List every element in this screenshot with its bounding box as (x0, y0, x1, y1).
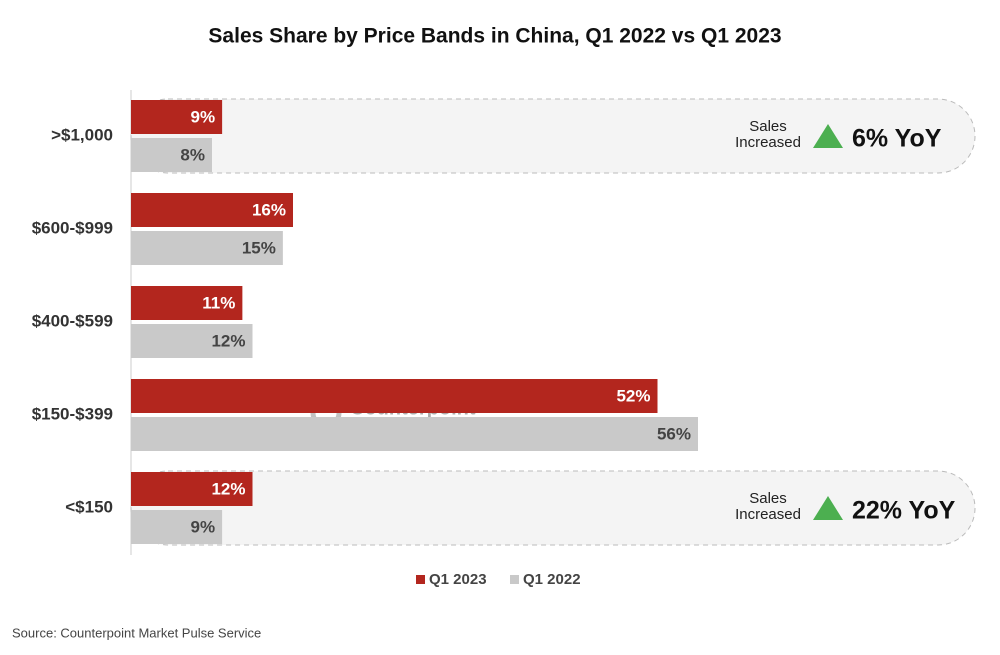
value-label: 11% (202, 293, 235, 312)
legend-label: Q1 2023 (429, 571, 487, 588)
bar (131, 286, 243, 320)
bar (131, 324, 253, 358)
y-tick-label: >$1,000 (51, 125, 113, 144)
bar (131, 100, 223, 134)
chart-title: Sales Share by Price Bands in China, Q1 … (208, 25, 781, 48)
value-label: 12% (211, 479, 245, 498)
annotation-text: Increased (735, 134, 801, 151)
legend-label: Q1 2022 (523, 571, 581, 588)
bar (131, 379, 658, 413)
value-label: 9% (191, 107, 216, 126)
y-tick-label: $400-$599 (32, 311, 113, 330)
up-triangle (813, 496, 843, 520)
annotation-highlight: 22% YoY (852, 497, 956, 525)
value-label: 12% (211, 331, 245, 350)
bar (131, 417, 698, 451)
y-tick-label: $600-$999 (32, 218, 113, 237)
value-label: 15% (242, 238, 276, 257)
annotation-pill (130, 98, 976, 174)
value-label: 52% (616, 386, 650, 405)
source: Source: Counterpoint Market Pulse Servic… (12, 625, 261, 640)
annotation-highlight: 6% YoY (852, 125, 942, 153)
bar (131, 510, 223, 544)
value-label: 16% (252, 200, 286, 219)
bar (131, 472, 253, 506)
value-label: 9% (191, 517, 216, 536)
annotation-text: Increased (735, 506, 801, 523)
up-triangle (813, 124, 843, 148)
bar (131, 138, 212, 172)
y-tick-label: $150-$399 (32, 404, 113, 423)
annotation-text: Sales (749, 490, 787, 507)
value-label: 56% (657, 424, 691, 443)
bar (131, 193, 293, 227)
annotation-text: Sales (749, 118, 787, 135)
legend-swatch (416, 575, 425, 584)
legend-swatch (510, 575, 519, 584)
annotation-pill (130, 470, 976, 546)
value-label: 8% (180, 145, 205, 164)
y-tick-label: <$150 (65, 497, 113, 516)
bar (131, 231, 283, 265)
